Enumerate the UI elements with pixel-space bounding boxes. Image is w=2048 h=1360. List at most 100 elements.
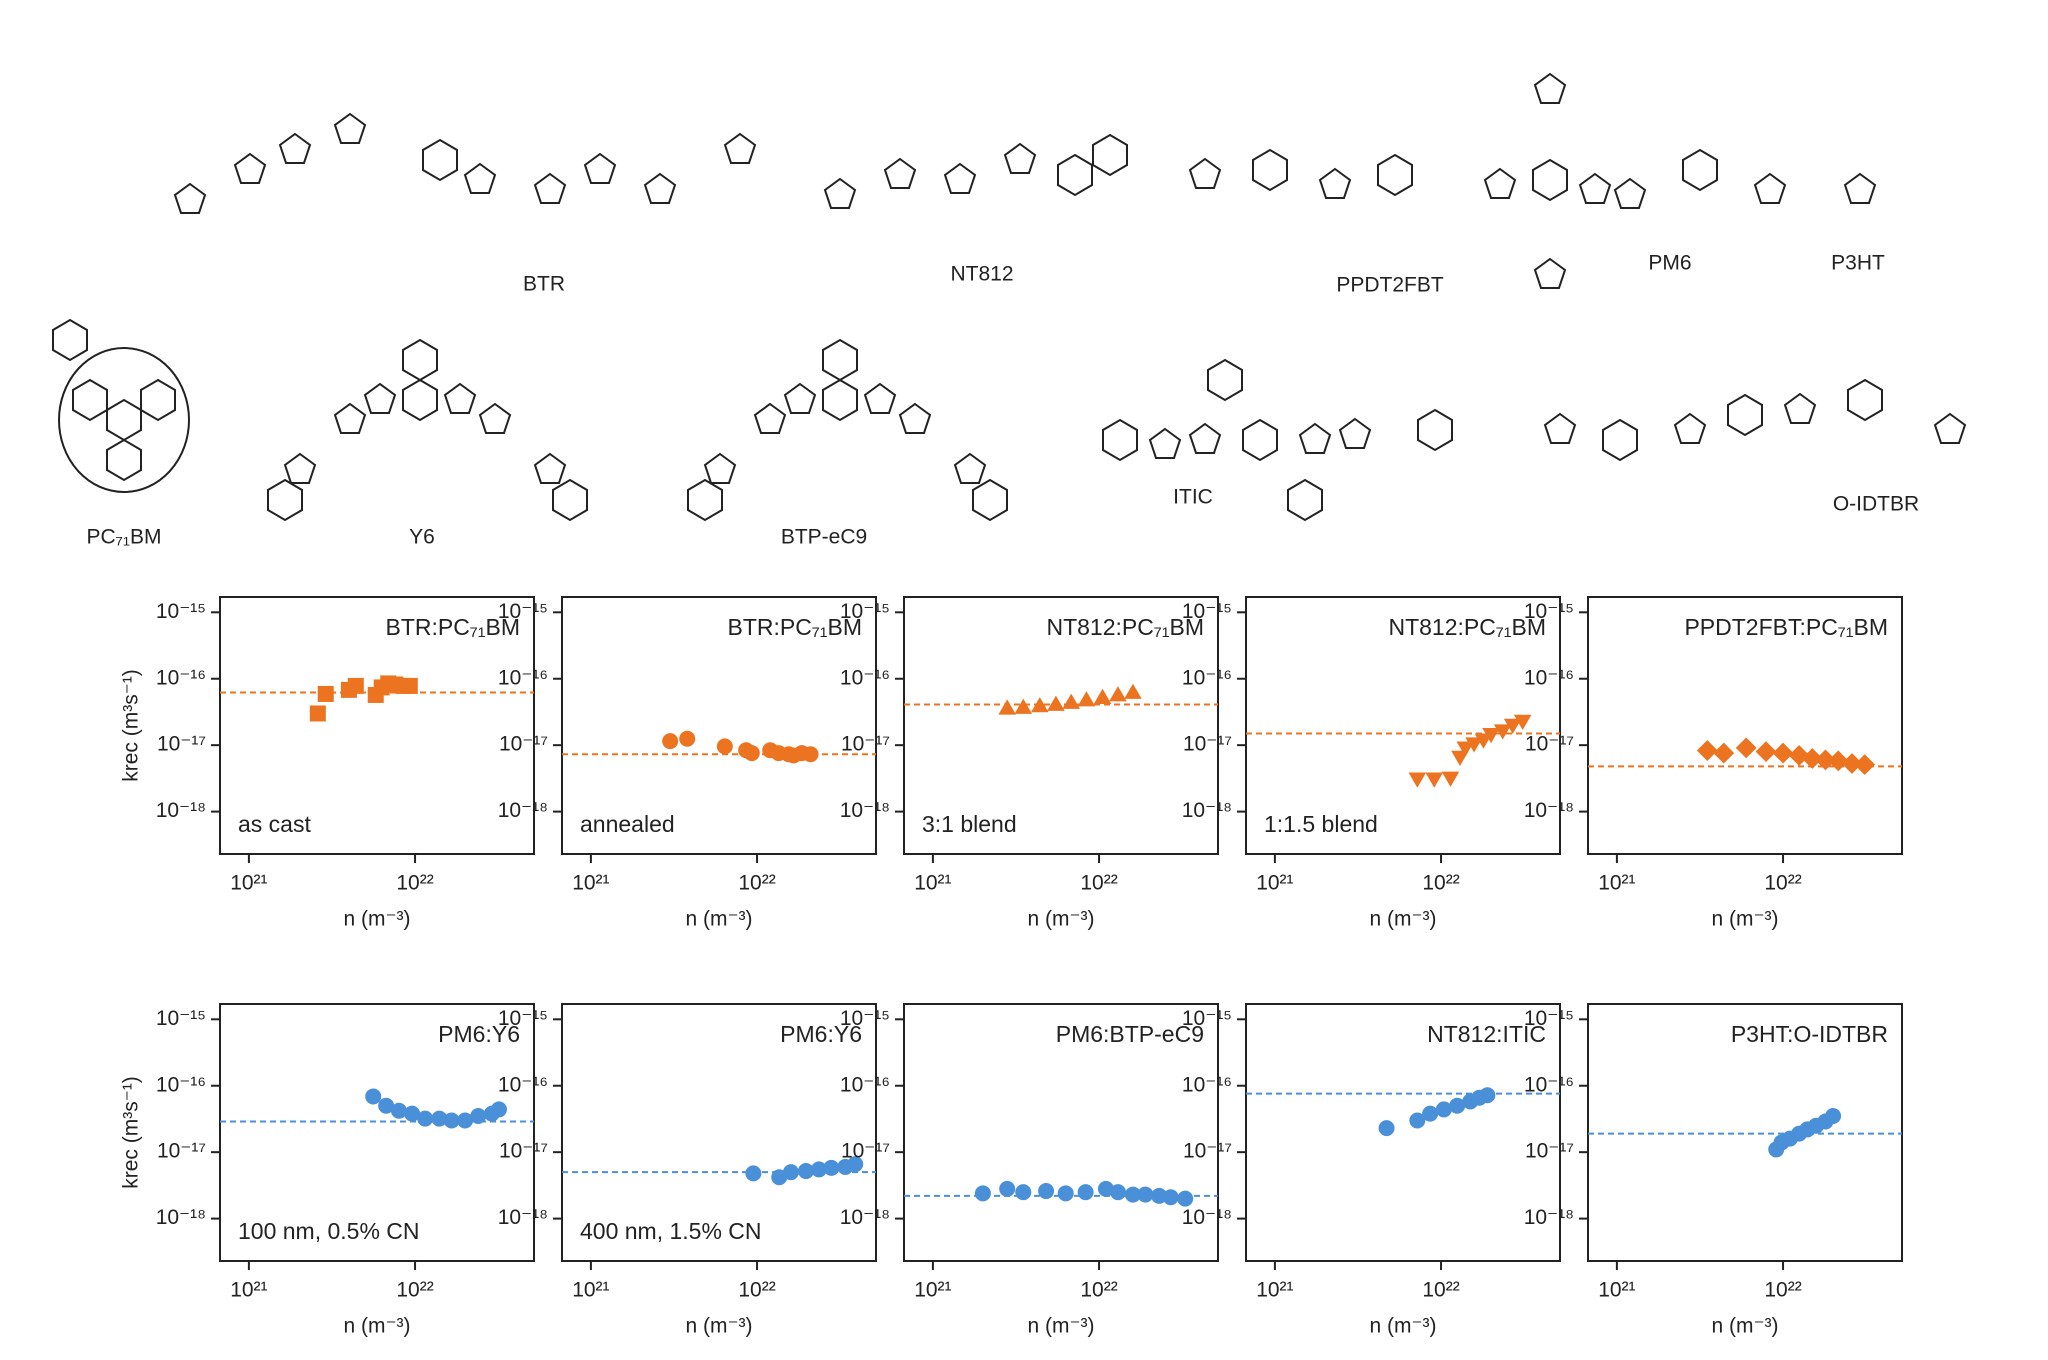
data-point xyxy=(1038,1183,1055,1200)
y-tick-label: 10⁻¹⁶ xyxy=(156,666,206,689)
data-point xyxy=(1422,1105,1439,1122)
x-axis-label: n (m⁻³) xyxy=(685,1315,752,1338)
molecule-label: ITIC xyxy=(1173,486,1213,509)
y-tick-label: 10⁻¹⁷ xyxy=(157,1140,206,1163)
x-tick-label: 10²² xyxy=(1422,1279,1459,1302)
data-point xyxy=(1109,1184,1126,1201)
data-point xyxy=(1479,1087,1496,1104)
y-tick-label: 10⁻¹⁷ xyxy=(499,733,548,756)
panel-annotation: 1:1.5 blend xyxy=(1264,811,1378,837)
y-tick-label: 10⁻¹⁸ xyxy=(1524,1206,1574,1229)
x-axis-label: n (m⁻³) xyxy=(343,1315,410,1338)
x-tick-label: 10²² xyxy=(1764,872,1801,895)
data-point xyxy=(1435,1101,1452,1118)
plot-frame xyxy=(561,596,877,855)
x-axis-label: n (m⁻³) xyxy=(685,908,752,931)
plot-frame xyxy=(561,1003,877,1262)
data-point xyxy=(1713,742,1735,764)
data-point xyxy=(404,1105,421,1122)
data-point xyxy=(662,733,679,750)
data-point xyxy=(1162,1189,1179,1206)
x-tick-label: 10²¹ xyxy=(914,1279,951,1302)
plot-frame xyxy=(903,1003,1219,1262)
data-point xyxy=(802,746,819,763)
data-point xyxy=(1137,1186,1154,1203)
data-point xyxy=(1177,1190,1194,1207)
y-tick-label: 10⁻¹⁸ xyxy=(1524,799,1574,822)
molecule-label: O-IDTBR xyxy=(1833,493,1919,516)
y-tick-label: 10⁻¹⁵ xyxy=(1524,600,1574,623)
y-tick-label: 10⁻¹⁸ xyxy=(156,1206,206,1229)
x-tick-label: 10²² xyxy=(1764,1279,1801,1302)
data-point xyxy=(1465,737,1483,753)
data-point xyxy=(1015,1184,1032,1201)
data-point xyxy=(470,1108,487,1125)
data-point xyxy=(1124,1186,1141,1203)
panel-title: NT812:PC₇₁BM xyxy=(1388,614,1546,640)
ppdt2fbt-structure xyxy=(1189,149,1413,199)
molecule-label: P3HT xyxy=(1831,252,1885,275)
y-tick-label: 10⁻¹⁵ xyxy=(1182,600,1232,623)
x-axis-label: n (m⁻³) xyxy=(1711,908,1778,931)
data-point xyxy=(1408,772,1427,788)
data-point xyxy=(1841,753,1863,774)
panel-title: P3HT:O-IDTBR xyxy=(1731,1021,1888,1047)
data-point xyxy=(716,738,733,755)
data-point xyxy=(1409,1112,1426,1129)
data-point xyxy=(431,1110,448,1127)
plot-frame xyxy=(219,1003,535,1262)
panel-annotation: annealed xyxy=(580,811,675,837)
pc71bm-structure xyxy=(52,319,190,493)
y-tick-label: 10⁻¹⁵ xyxy=(840,600,890,623)
panel-title: BTR:PC₇₁BM xyxy=(727,614,862,640)
x-axis-label: n (m⁻³) xyxy=(1369,1315,1436,1338)
molecule-label: PC₇₁BM xyxy=(87,526,162,549)
x-axis-label: n (m⁻³) xyxy=(1027,1315,1094,1338)
y-tick-label: 10⁻¹⁷ xyxy=(1183,733,1232,756)
x-tick-label: 10²¹ xyxy=(230,872,267,895)
y-tick-label: 10⁻¹⁶ xyxy=(156,1073,206,1096)
data-point xyxy=(1801,748,1823,769)
panel-title: BTR:PC₇₁BM xyxy=(385,614,520,640)
y-tick-label: 10⁻¹⁶ xyxy=(1182,666,1232,689)
data-point xyxy=(1696,740,1718,761)
data-point xyxy=(1788,745,1810,766)
plot-frame xyxy=(1587,1003,1903,1262)
y-tick-label: 10⁻¹⁸ xyxy=(498,799,548,822)
panel-title: PM6:BTP-eC9 xyxy=(1056,1021,1204,1047)
molecule-label: PM6 xyxy=(1648,252,1691,275)
data-point xyxy=(823,1159,840,1176)
x-tick-label: 10²² xyxy=(1080,872,1117,895)
data-point xyxy=(1456,741,1475,757)
data-point xyxy=(974,1185,991,1202)
plot-frame xyxy=(1245,596,1561,855)
data-point xyxy=(1513,714,1532,730)
data-point xyxy=(1014,698,1033,714)
data-point xyxy=(378,1097,395,1114)
x-tick-label: 10²² xyxy=(1080,1279,1117,1302)
data-point xyxy=(810,1161,827,1178)
x-tick-label: 10²¹ xyxy=(230,1279,267,1302)
pm6-structure xyxy=(1484,73,1786,289)
data-point xyxy=(1047,695,1065,711)
data-point xyxy=(745,1165,762,1182)
x-axis-label: n (m⁻³) xyxy=(343,908,410,931)
data-point xyxy=(782,1164,799,1181)
data-point xyxy=(1151,1187,1168,1204)
panel-title: PM6:Y6 xyxy=(780,1021,862,1047)
data-point xyxy=(1735,737,1757,759)
itic-structure xyxy=(1102,359,1453,521)
x-tick-label: 10²¹ xyxy=(572,872,609,895)
y-axis-label: krec (m³s⁻¹) xyxy=(120,1076,143,1189)
panel-annotation: 100 nm, 0.5% CN xyxy=(238,1218,420,1244)
data-point xyxy=(490,1101,507,1118)
molecule-label: BTR xyxy=(523,273,565,296)
btp-ec9-structure xyxy=(687,339,1008,521)
y-tick-label: 10⁻¹⁷ xyxy=(1183,1140,1232,1163)
data-point xyxy=(1825,1108,1842,1125)
data-point xyxy=(1097,1180,1114,1197)
structures xyxy=(52,73,1966,521)
y-tick-label: 10⁻¹⁸ xyxy=(498,1206,548,1229)
data-point xyxy=(1493,724,1512,740)
y-tick-label: 10⁻¹⁶ xyxy=(840,666,890,689)
